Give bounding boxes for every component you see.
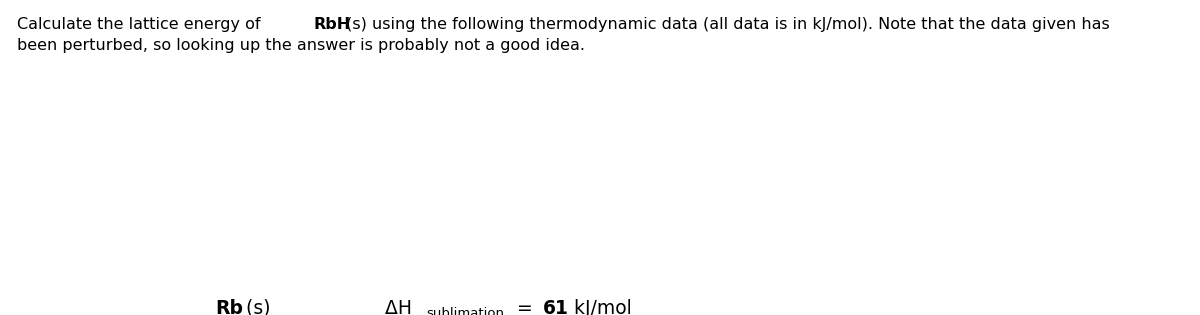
Text: 61: 61: [544, 299, 569, 315]
Text: Rb: Rb: [215, 299, 244, 315]
Text: sublimation: sublimation: [426, 307, 504, 315]
Text: kJ/mol: kJ/mol: [568, 299, 631, 315]
Text: =: =: [510, 299, 539, 315]
Text: been perturbed, so looking up the answer is probably not a good idea.: been perturbed, so looking up the answer…: [17, 38, 584, 53]
Text: (s) using the following thermodynamic data (all data is in kJ/mol). Note that th: (s) using the following thermodynamic da…: [341, 17, 1110, 32]
Text: RbH: RbH: [313, 17, 350, 32]
Text: (s): (s): [240, 299, 270, 315]
Text: ΔH: ΔH: [361, 299, 412, 315]
Text: Calculate the lattice energy of: Calculate the lattice energy of: [17, 17, 265, 32]
